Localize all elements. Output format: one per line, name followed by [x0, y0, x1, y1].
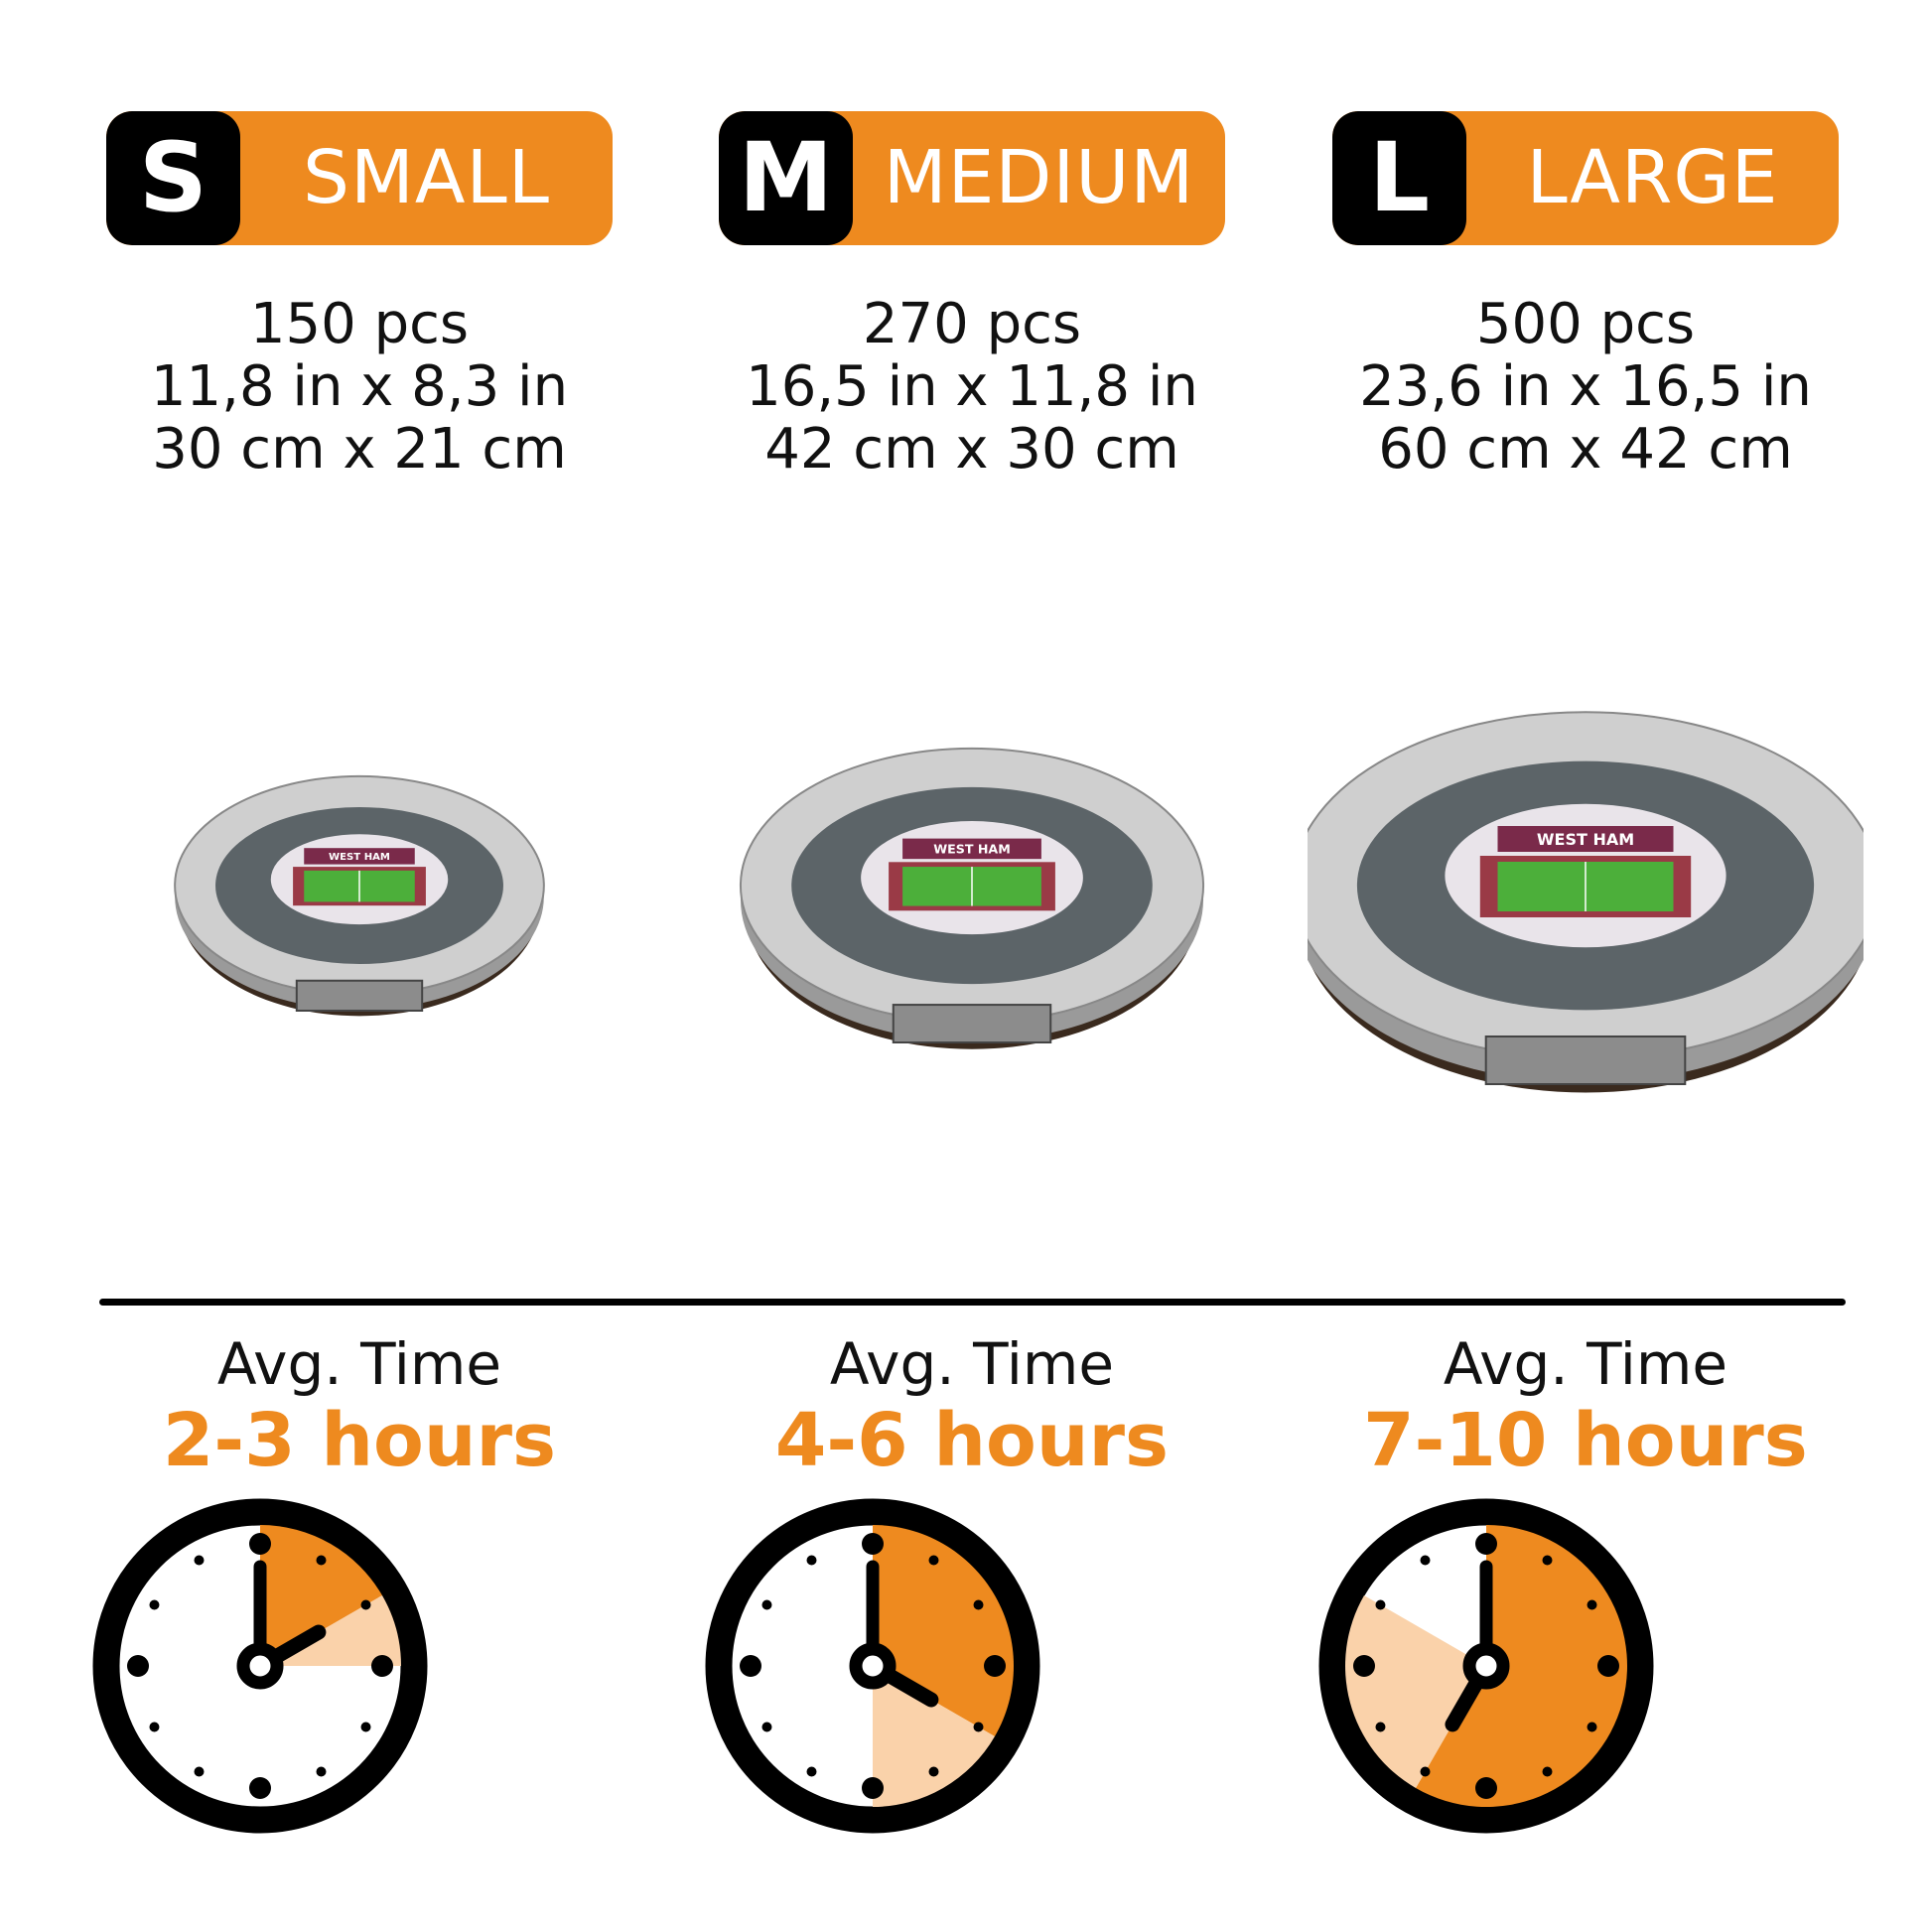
- clock-tick: [316, 1766, 327, 1777]
- clock-tick: [1587, 1599, 1597, 1610]
- size-specs: 270 pcs 16,5 in x 11,8 in 42 cm x 30 cm: [694, 293, 1250, 481]
- size-column: L LARGE 500 pcs 23,6 in x 16,5 in 60 cm …: [1308, 0, 1863, 1932]
- clock-tick: [1353, 1655, 1375, 1677]
- clock-min-time-wedge: [260, 1525, 382, 1666]
- pieces-count: 500 pcs: [1475, 292, 1696, 356]
- stadium-puzzle-image: WEST HAM: [174, 774, 545, 1017]
- avg-time-label: Avg. Time: [216, 1330, 502, 1398]
- dimensions-cm: 60 cm x 42 cm: [1378, 417, 1793, 482]
- avg-time-label: Avg. Time: [1443, 1330, 1728, 1398]
- clock-tick: [973, 1599, 984, 1610]
- size-label: LARGE: [1526, 135, 1779, 220]
- clock-tick: [360, 1599, 371, 1610]
- clock-tick: [149, 1722, 160, 1732]
- clock-tick: [360, 1722, 371, 1732]
- clock-tick: [862, 1777, 884, 1799]
- avg-time-hours: 7-10 hours: [1363, 1398, 1808, 1483]
- clock-tick: [316, 1555, 327, 1566]
- clock-tick: [1375, 1722, 1386, 1732]
- clock-tick: [371, 1655, 393, 1677]
- clock-tick: [249, 1777, 271, 1799]
- clock-tick: [928, 1555, 939, 1566]
- size-letter: M: [719, 111, 853, 245]
- stadium-banner: [1497, 826, 1674, 852]
- stadium-banner-text: WEST HAM: [933, 842, 1011, 857]
- clock-tick: [973, 1722, 984, 1732]
- stadium-banner: [304, 848, 415, 865]
- clock-tick: [1587, 1722, 1597, 1732]
- clock-tick: [249, 1533, 271, 1555]
- pieces-count: 270 pcs: [862, 292, 1082, 356]
- clock-tick: [1375, 1599, 1386, 1610]
- dimensions-inches: 11,8 in x 8,3 in: [150, 354, 569, 419]
- clock-tick: [1475, 1533, 1497, 1555]
- dimensions-inches: 16,5 in x 11,8 in: [746, 354, 1198, 419]
- size-badge: S SMALL: [106, 111, 613, 245]
- clock-tick: [740, 1655, 761, 1677]
- clock-tick: [806, 1766, 817, 1777]
- stadium-puzzle-image: WEST HAM: [739, 747, 1205, 1049]
- clock-tick: [984, 1655, 1006, 1677]
- clock-tick: [806, 1555, 817, 1566]
- clock-tick: [149, 1599, 160, 1610]
- dimensions-inches: 23,6 in x 16,5 in: [1359, 354, 1812, 419]
- stadium-front-stand: [892, 1004, 1052, 1043]
- clock-tick: [127, 1655, 149, 1677]
- size-column: M MEDIUM 270 pcs 16,5 in x 11,8 in 42 cm…: [694, 0, 1250, 1932]
- clock-center-pin: [236, 1642, 284, 1690]
- size-letter: S: [106, 111, 240, 245]
- avg-time-hours: 2-3 hours: [162, 1398, 557, 1483]
- clock-tick: [1597, 1655, 1619, 1677]
- stadium-front-stand: [1484, 1035, 1687, 1085]
- clock-extra-time-wedge: [873, 1666, 995, 1807]
- clock-tick: [1542, 1555, 1553, 1566]
- clock-tick: [194, 1555, 205, 1566]
- size-specs: 150 pcs 11,8 in x 8,3 in 30 cm x 21 cm: [81, 293, 637, 481]
- size-badge: L LARGE: [1332, 111, 1839, 245]
- clock-icon: [1318, 1498, 1654, 1834]
- clock-tick: [1420, 1555, 1431, 1566]
- clock-tick: [928, 1766, 939, 1777]
- size-label: SMALL: [303, 135, 550, 220]
- dimensions-cm: 30 cm x 21 cm: [152, 417, 567, 482]
- size-label: MEDIUM: [883, 135, 1195, 220]
- clock-tick: [1475, 1777, 1497, 1799]
- clock-tick: [761, 1722, 772, 1732]
- stadium-banner: [902, 838, 1041, 860]
- stadium-puzzle-image: WEST HAM: [1308, 711, 1863, 1093]
- stadium-banner-text: WEST HAM: [329, 852, 390, 863]
- stadium-front-stand: [295, 979, 424, 1013]
- clock-center-pin: [849, 1642, 897, 1690]
- clock-tick: [1542, 1766, 1553, 1777]
- divider-line: [99, 1299, 1846, 1306]
- clock-tick: [194, 1766, 205, 1777]
- clock-icon: [705, 1498, 1040, 1834]
- size-letter: L: [1332, 111, 1466, 245]
- size-badge: M MEDIUM: [719, 111, 1225, 245]
- pieces-count: 150 pcs: [249, 292, 470, 356]
- clock-min-time-wedge: [1416, 1525, 1627, 1807]
- clock-extra-time-wedge: [1345, 1595, 1486, 1788]
- avg-time-label: Avg. Time: [829, 1330, 1115, 1398]
- size-specs: 500 pcs 23,6 in x 16,5 in 60 cm x 42 cm: [1308, 293, 1863, 481]
- avg-time-hours: 4-6 hours: [774, 1398, 1170, 1483]
- clock-tick: [761, 1599, 772, 1610]
- stadium-banner-text: WEST HAM: [1537, 830, 1634, 849]
- clock-tick: [1420, 1766, 1431, 1777]
- clock-icon: [92, 1498, 428, 1834]
- clock-tick: [862, 1533, 884, 1555]
- clock-center-pin: [1462, 1642, 1510, 1690]
- size-column: S SMALL 150 pcs 11,8 in x 8,3 in 30 cm x…: [81, 0, 637, 1932]
- dimensions-cm: 42 cm x 30 cm: [764, 417, 1179, 482]
